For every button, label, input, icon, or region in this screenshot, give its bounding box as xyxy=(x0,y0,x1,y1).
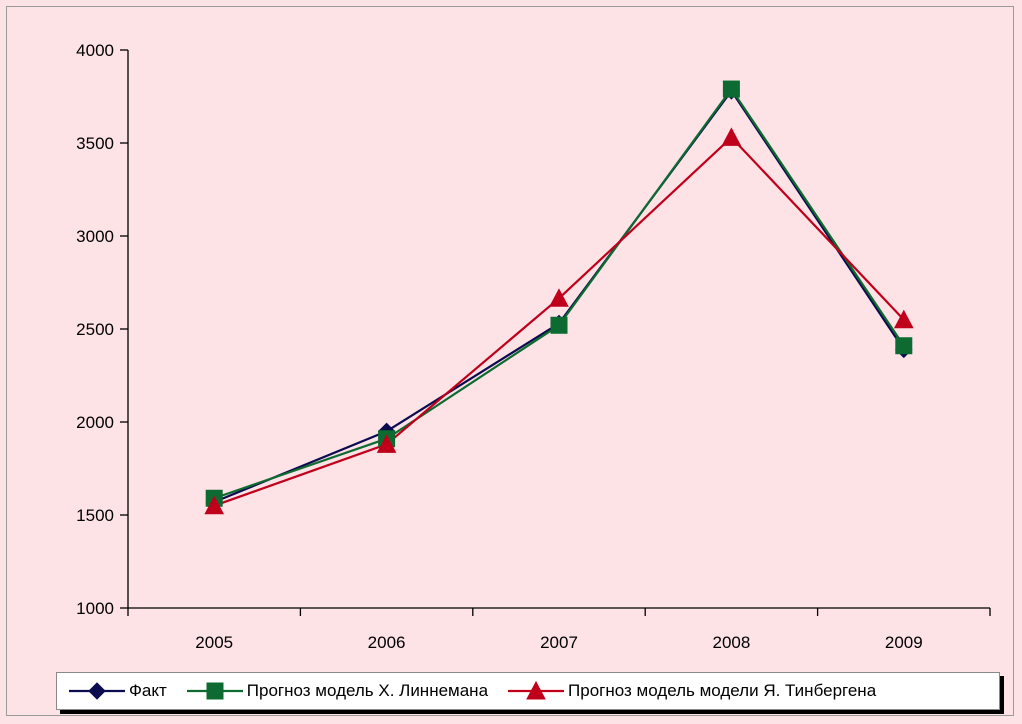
x-tick-label: 2009 xyxy=(885,633,923,652)
legend-label: Прогноз модель Х. Линнемана xyxy=(246,681,489,700)
y-tick-label: 1000 xyxy=(76,599,114,618)
data-point-tinbergen xyxy=(204,495,225,515)
data-point-tinbergen xyxy=(893,309,914,329)
legend-swatch-fact-icon xyxy=(69,682,125,700)
x-tick-label: 2008 xyxy=(712,633,750,652)
chart-series-markers xyxy=(204,80,914,515)
y-tick-label: 1500 xyxy=(76,506,114,525)
legend-label: Прогноз модель модели Я. Тинбергена xyxy=(568,681,877,700)
chart-legend: Факт Прогноз модель Х. Линнемана Прогноз… xyxy=(56,672,1000,710)
data-point-tinbergen xyxy=(376,434,397,453)
data-point-tinbergen xyxy=(549,288,569,307)
legend-swatch-marker xyxy=(526,681,546,700)
legend-item-tinbergen: Прогноз модель модели Я. Тинбергена xyxy=(506,681,876,701)
data-point-linnemann xyxy=(550,316,568,334)
y-tick-label: 2500 xyxy=(76,320,114,339)
legend-swatch-linnemann-icon xyxy=(186,682,243,700)
data-point-tinbergen xyxy=(721,127,742,146)
data-point-linnemann xyxy=(895,337,913,355)
chart-frame xyxy=(6,6,1014,716)
x-tick-label: 2005 xyxy=(195,633,233,652)
data-point-linnemann xyxy=(722,80,740,98)
legend-label: Факт xyxy=(129,681,167,700)
x-tick-label: 2006 xyxy=(368,633,406,652)
legend-item-linnemann: Прогноз модель Х. Линнемана xyxy=(185,681,488,701)
y-tick-label: 4000 xyxy=(76,41,114,60)
x-tick-label: 2007 xyxy=(540,633,578,652)
y-tick-label: 3500 xyxy=(76,134,114,153)
y-tick-label: 3000 xyxy=(76,227,114,246)
chart-axes: 1000 1500 2000 2500 3000 3500 4000 2005 2006 2007… xyxy=(76,41,991,652)
legend-swatch-tinbergen-icon xyxy=(508,681,565,700)
y-tick-label: 2000 xyxy=(76,413,114,432)
legend-swatch-marker xyxy=(88,682,106,700)
legend-swatch-marker xyxy=(206,682,224,700)
legend-item-fact: Факт xyxy=(67,681,167,701)
